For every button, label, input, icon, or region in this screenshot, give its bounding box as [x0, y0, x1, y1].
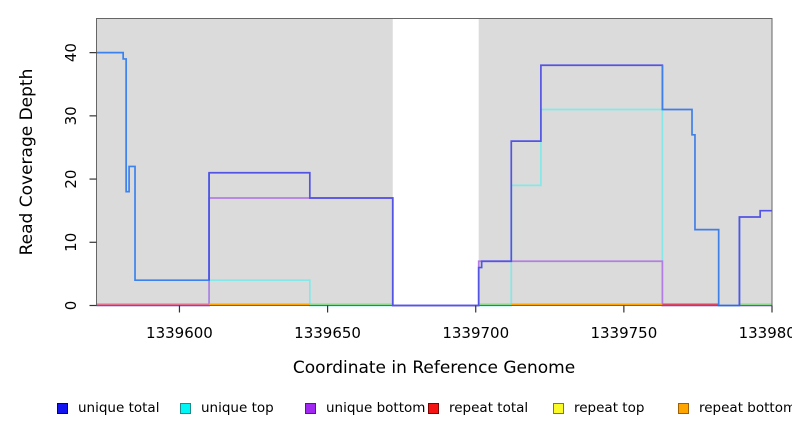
legend-label: repeat total [449, 400, 529, 416]
legend-label: repeat bottom [699, 400, 792, 416]
legend-label: repeat top [574, 400, 645, 416]
legend-item-repeat-total: repeat total [428, 401, 528, 416]
legend-swatch-icon [678, 403, 689, 414]
uncovered-region-band [392, 19, 479, 305]
x-tick-label: 1339700 [442, 324, 509, 342]
legend-item-unique-bottom: unique bottom [305, 401, 425, 416]
legend-item-repeat-top: repeat top [553, 401, 644, 416]
y-tick-label: 10 [62, 233, 80, 252]
x-axis-title: Coordinate in Reference Genome [293, 358, 575, 378]
plot-area [96, 18, 772, 307]
legend-swatch-icon [305, 403, 316, 414]
legend-swatch-icon [57, 403, 68, 414]
x-tick-label: 1339650 [294, 324, 361, 342]
x-tick-label: 1339750 [590, 324, 657, 342]
series-path-unique-total [738, 209, 772, 306]
legend-label: unique bottom [326, 400, 426, 416]
series-path-unique-total [96, 51, 210, 282]
legend-label: unique total [78, 400, 160, 416]
legend-item-repeat-bottom: repeat bottom [678, 401, 792, 416]
y-tick-label: 0 [62, 301, 80, 311]
series-path-unique-total [208, 64, 664, 307]
plot-border [96, 18, 773, 306]
y-tick-label: 40 [62, 43, 80, 62]
x-tick-label: 1339600 [146, 324, 213, 342]
legend-swatch-icon [428, 403, 439, 414]
legend-swatch-icon [553, 403, 564, 414]
legend-item-unique-total: unique total [57, 401, 159, 416]
legend-swatch-icon [180, 403, 191, 414]
legend-item-unique-top: unique top [180, 401, 274, 416]
legend-label: unique top [201, 400, 274, 416]
y-tick-label: 30 [62, 106, 80, 125]
y-tick-label: 20 [62, 170, 80, 189]
y-axis-title: Read Coverage Depth [17, 69, 37, 256]
